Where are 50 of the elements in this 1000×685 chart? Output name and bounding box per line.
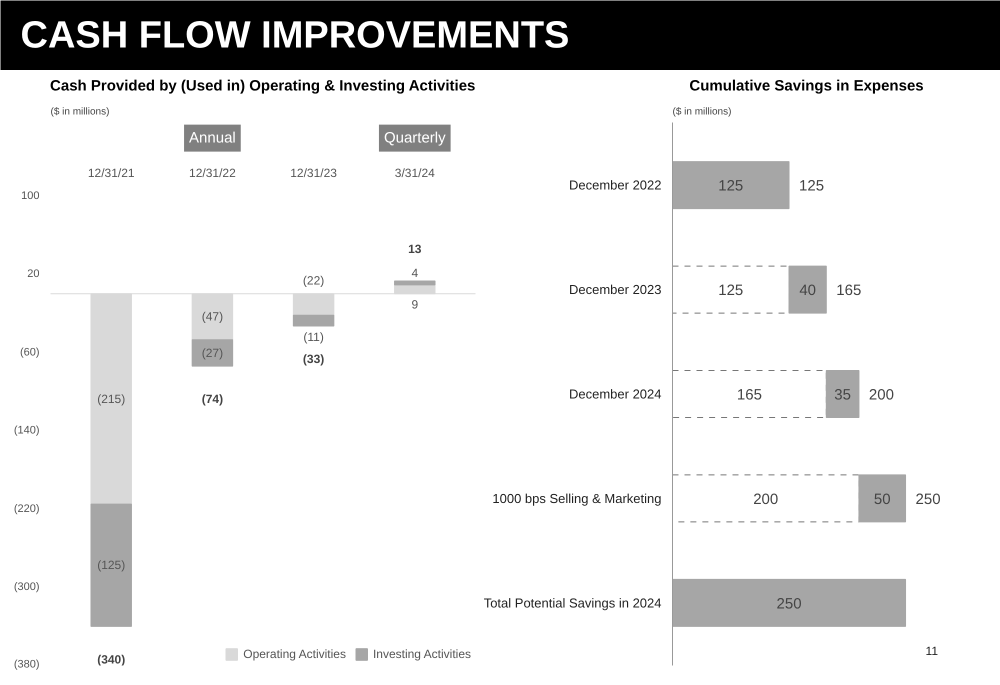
data-label: (47)	[202, 310, 224, 324]
x-tick-label: 3/31/24	[394, 166, 436, 180]
data-label: 50	[874, 490, 891, 508]
y-tick-label: 100	[21, 190, 40, 202]
legend-label: Operating Activities	[243, 647, 346, 661]
total-label: 250	[916, 490, 941, 508]
y-tick-label: (140)	[14, 424, 40, 437]
data-label: 250	[776, 595, 802, 612]
y-tick-label: (220)	[14, 502, 40, 515]
total-label: (74)	[202, 392, 224, 406]
total-label: (340)	[97, 652, 126, 666]
total-label: 165	[836, 282, 862, 300]
data-label: (125)	[97, 558, 126, 572]
y-tick-label: (300)	[14, 581, 40, 594]
y-tick-label: December 2024	[569, 386, 662, 402]
annotation: Quarterly	[384, 130, 446, 147]
data-label: (215)	[97, 392, 126, 406]
y-tick-label: 1000 bps Selling & Marketing	[492, 490, 662, 506]
data-label: (11)	[303, 330, 324, 344]
x-tick-label: 12/31/23	[290, 166, 338, 180]
x-tick-label: 12/31/22	[189, 166, 236, 180]
data-label: 4	[411, 266, 418, 280]
data-label: 165	[736, 386, 762, 404]
chart-title: Cash Provided by (Used in) Operating & Investing Activities	[50, 78, 476, 94]
data-label: 125	[718, 178, 744, 195]
y-tick-label: (60)	[20, 346, 40, 358]
x-tick-label: 12/31/21	[88, 166, 135, 180]
data-label: (22)	[302, 274, 324, 288]
text: CASH FLOW IMPROVEMENTS	[20, 14, 570, 56]
total-label: (33)	[302, 352, 324, 366]
y-tick-label: 20	[27, 268, 40, 280]
chart-subtitle: ($ in millions)	[672, 106, 732, 118]
data-label: (27)	[202, 346, 224, 360]
total-label: 200	[868, 386, 894, 404]
total-label: 125	[799, 178, 824, 195]
chart-subtitle: ($ in millions)	[50, 106, 110, 118]
data-label: 9	[411, 298, 418, 312]
y-tick-label: Total Potential Savings in 2024	[484, 595, 662, 610]
y-tick-label: December 2022	[569, 178, 662, 193]
annotation: Annual	[189, 130, 236, 147]
data-label: 200	[753, 490, 778, 508]
data-label: 35	[834, 386, 851, 404]
y-tick-label: December 2023	[569, 282, 662, 298]
data-label: 125	[718, 282, 744, 300]
chart-title: Cumulative Savings in Expenses	[689, 78, 924, 94]
data-label: 40	[799, 282, 816, 300]
y-tick-label: (380)	[14, 658, 40, 670]
text: 11	[926, 644, 938, 658]
legend-label: Investing Activities	[372, 647, 471, 661]
total-label: 13	[408, 242, 422, 256]
